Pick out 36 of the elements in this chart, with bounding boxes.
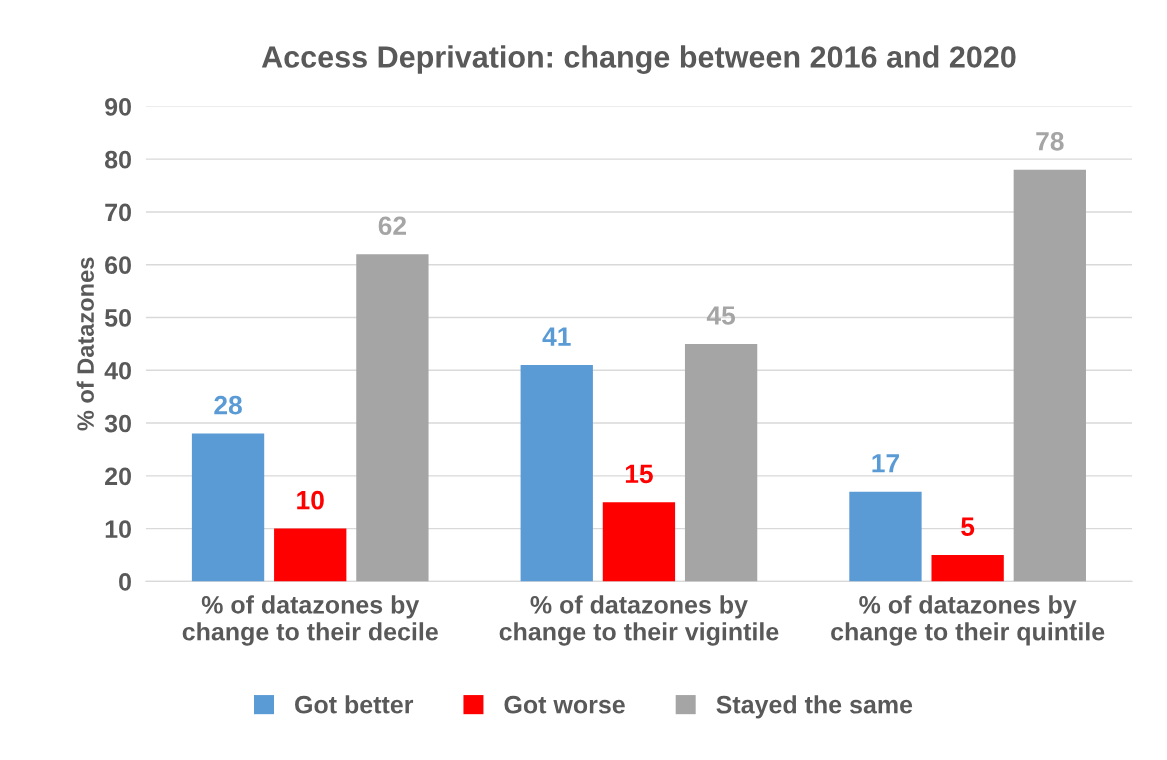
y-tick-label: 80 — [104, 150, 131, 169]
y-tick-label: 20 — [105, 467, 131, 486]
x-tick-label: % of datazones by change to their vigintile — [499, 595, 779, 646]
y-tick-label: 70 — [105, 203, 131, 222]
data-label: 28 — [214, 395, 242, 415]
data-label: 41 — [542, 327, 571, 346]
x-tick-label: % of datazones by change to their quintile — [831, 595, 1105, 646]
data-label: 45 — [706, 306, 736, 325]
chart-title: Access Deprivation: change between 2016 and 2020 — [261, 45, 1016, 74]
y-tick-label: 50 — [104, 309, 131, 327]
y-tick-label: 40 — [104, 361, 131, 380]
bar — [849, 491, 922, 582]
legend-label: Stayed the same — [716, 695, 913, 719]
bar — [274, 528, 347, 582]
bar — [1013, 169, 1086, 582]
data-label: 10 — [297, 490, 324, 510]
y-tick-label: 10 — [105, 520, 131, 538]
data-label: 15 — [625, 464, 653, 484]
bar — [191, 433, 265, 582]
data-label: 62 — [378, 216, 407, 236]
data-label: 78 — [1036, 131, 1064, 151]
y-tick-label: 60 — [105, 256, 131, 275]
bar — [602, 502, 676, 582]
bar — [356, 254, 429, 582]
y-tick-label: 30 — [104, 414, 131, 433]
y-tick-label: 90 — [105, 98, 131, 116]
bar — [684, 343, 758, 582]
legend-label: Got worse — [504, 695, 625, 714]
y-axis-title: % of Datazones — [76, 257, 94, 431]
y-tick-label: 0 — [119, 573, 131, 591]
bar — [931, 555, 1004, 582]
legend-label: Got better — [295, 695, 414, 714]
data-label: 17 — [872, 454, 899, 473]
data-label: 5 — [961, 517, 975, 536]
bar — [520, 365, 593, 582]
x-tick-label: % of datazones by change to their decile — [182, 595, 438, 646]
